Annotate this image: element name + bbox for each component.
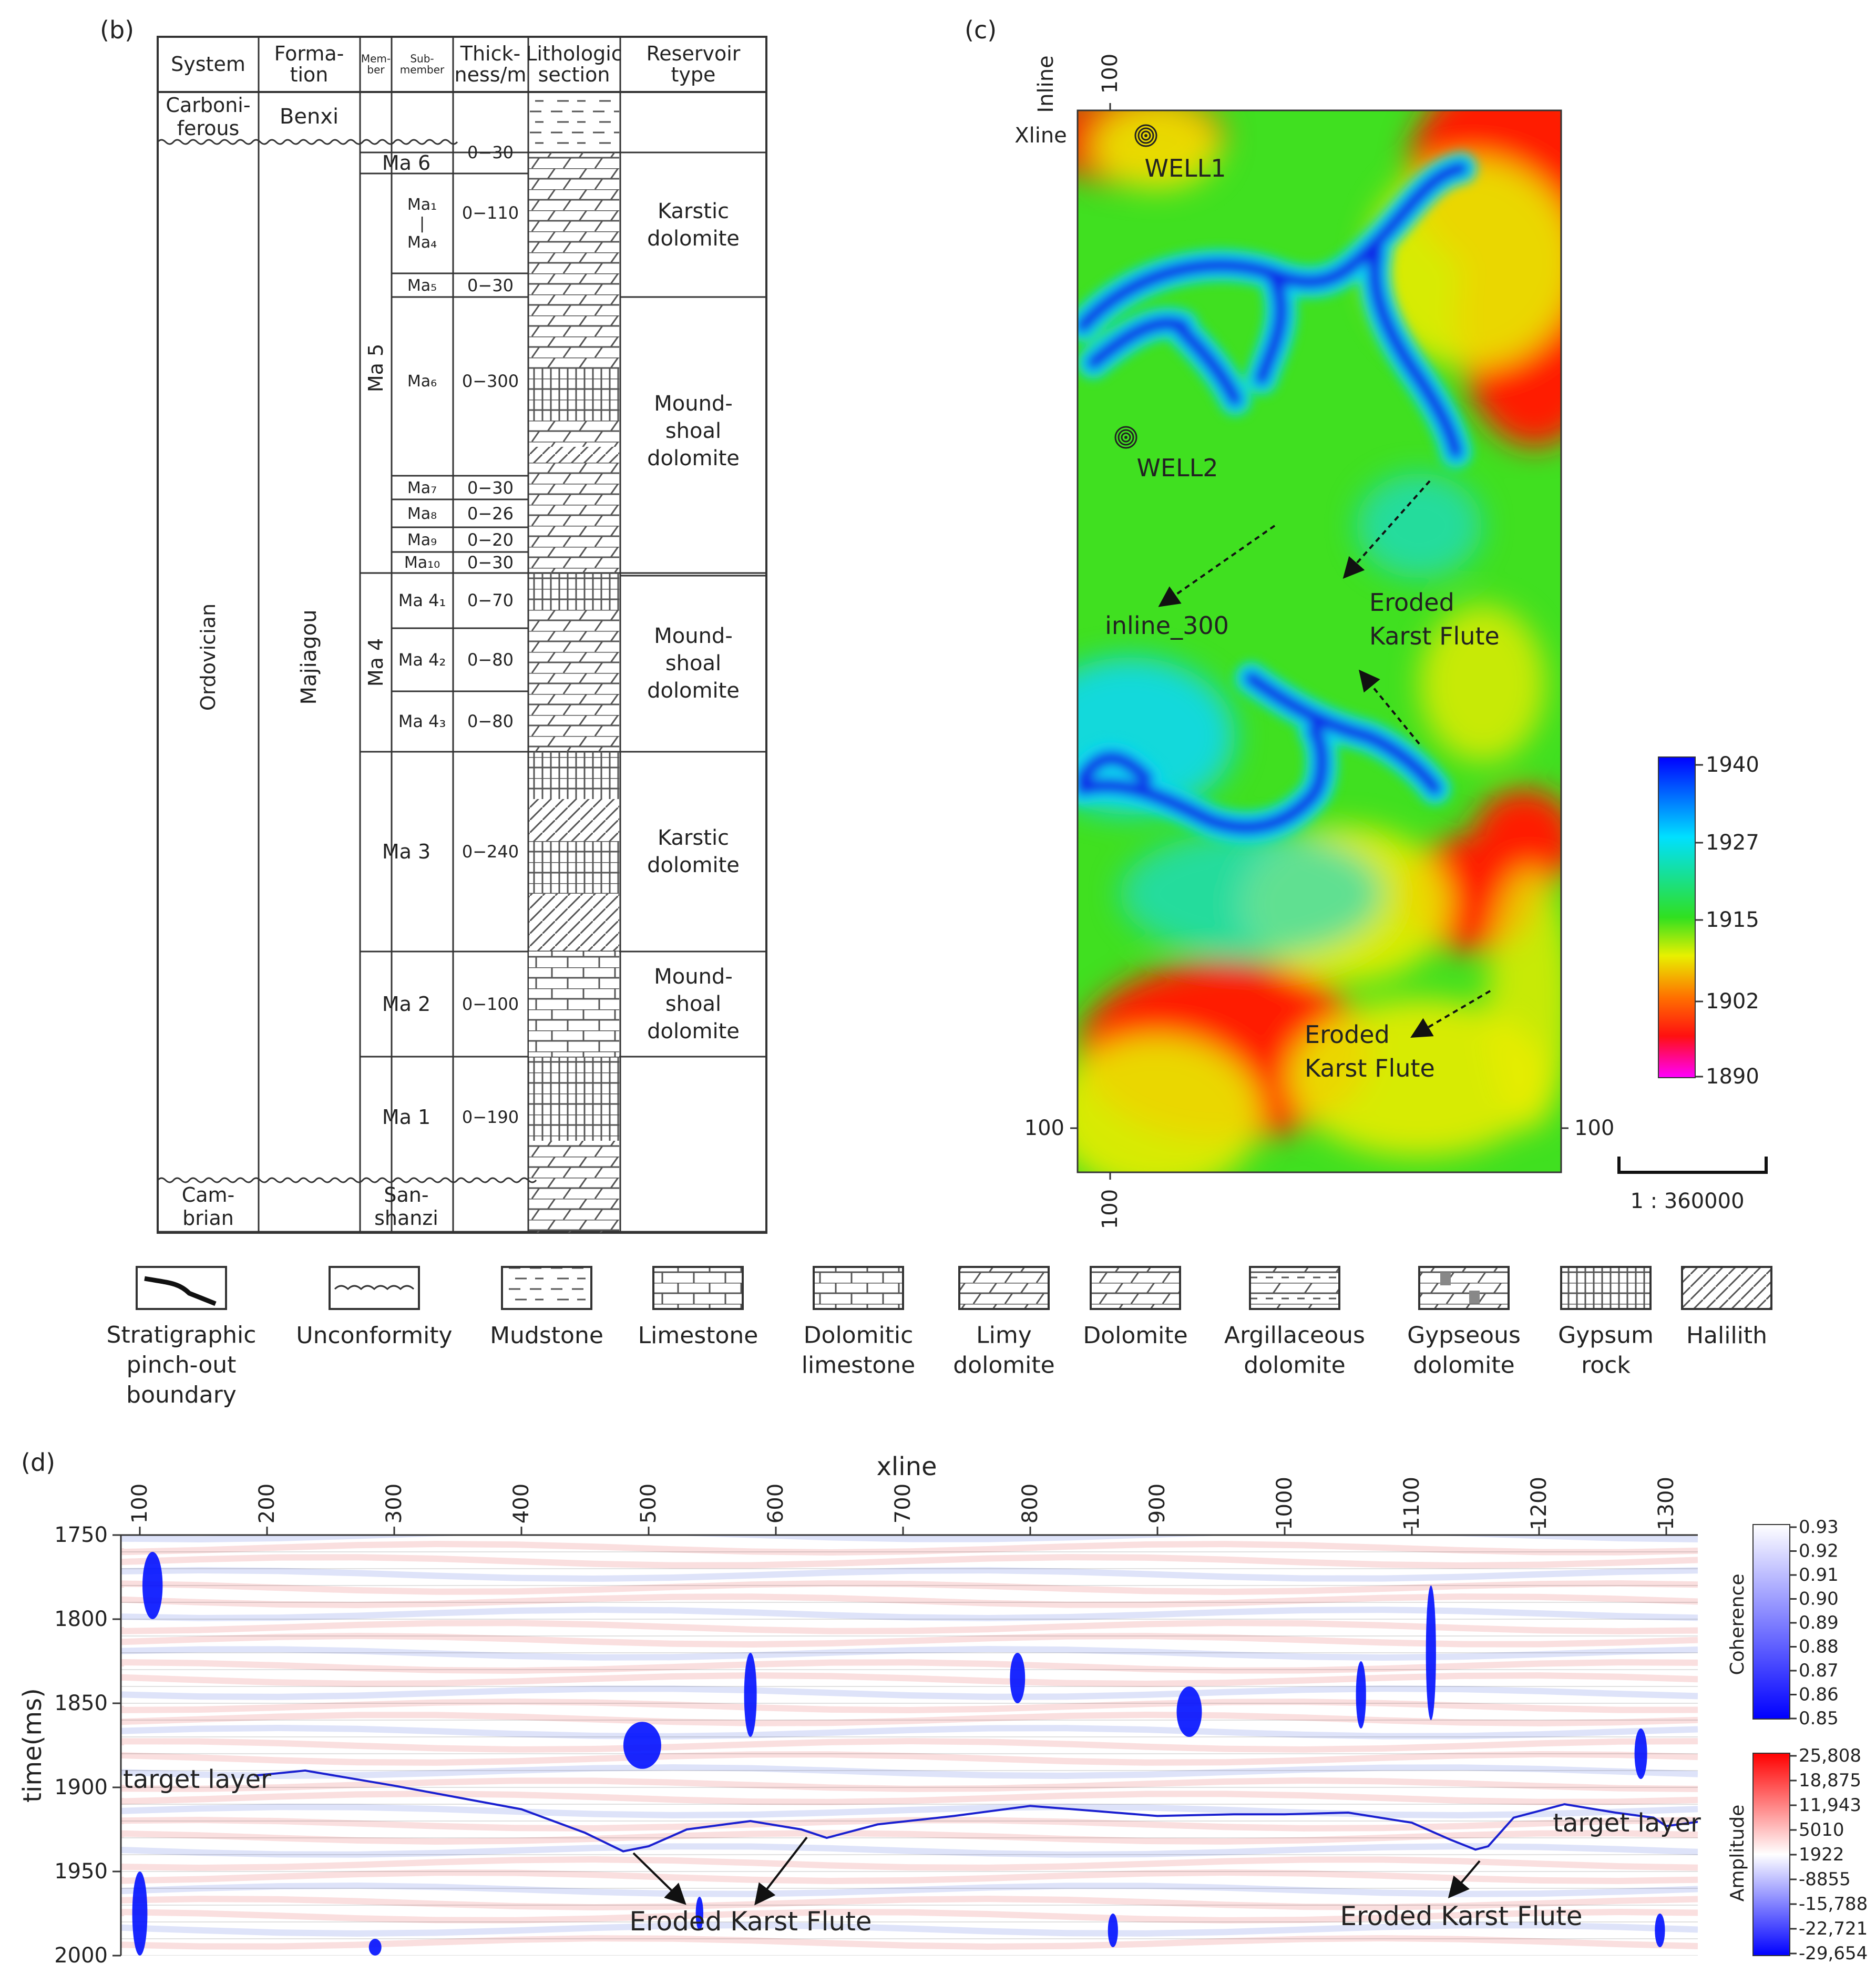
reservoir-type: Mound-shoal dolomite <box>647 392 740 471</box>
panel-label-c: (c) <box>965 16 997 44</box>
formation-sanshanzi: San-shanzi <box>374 1183 438 1230</box>
member-ma1: Ma 1 <box>382 1106 430 1129</box>
lithology-fill <box>529 1141 619 1180</box>
system-ordovician: Ordovician <box>197 604 220 711</box>
system-cambrian: Cam-brian <box>182 1183 235 1230</box>
reservoir-type: Mound-shoal dolomite <box>647 624 740 703</box>
thickness-value: 0−240 <box>462 842 519 862</box>
submember: Ma 4₂ <box>398 650 446 670</box>
thickness-value: 0−30 <box>467 275 514 295</box>
submember: Ma₉ <box>407 531 437 549</box>
reservoir-type: Karstic dolomite <box>647 826 740 877</box>
thickness-value: 0−30 <box>467 142 514 162</box>
panel-label-d: (d) <box>21 1448 56 1477</box>
strat-header: Reservoir type <box>647 42 741 86</box>
lithology-fill <box>529 752 619 799</box>
member-ma4: Ma 4 <box>364 638 387 687</box>
thickness-value: 0−30 <box>467 553 514 572</box>
lithology-fill <box>529 463 619 573</box>
lithology-fill <box>529 142 619 152</box>
strat-header: Forma-tion <box>274 42 344 86</box>
thickness-value: 0−300 <box>462 371 519 391</box>
submember: Ma₅ <box>407 277 437 295</box>
lithology-fill <box>529 573 619 610</box>
lithology-fill <box>529 841 619 894</box>
thickness-value: 0−110 <box>462 203 519 223</box>
lithology-fill <box>529 1057 619 1141</box>
lithology-fill <box>529 92 619 142</box>
lithology-fill <box>529 1180 619 1233</box>
unconformity-top <box>157 139 458 145</box>
lithology-fill <box>529 799 619 841</box>
submember: Ma₁₀ <box>404 554 440 572</box>
strat-header: System <box>171 53 245 76</box>
submember: Ma₁ | Ma₄ <box>407 196 437 252</box>
lithology-fill <box>529 284 619 368</box>
lithology-fill <box>529 421 619 447</box>
member-ma6: Ma 6 <box>382 151 430 175</box>
member-ma3: Ma 3 <box>382 840 430 863</box>
strat-header: Thick-ness/m <box>455 42 527 86</box>
lithology-fill <box>529 610 619 752</box>
member-ma5: Ma 5 <box>364 344 387 392</box>
strat-header: Mem-ber <box>361 53 391 76</box>
lithology-fill <box>529 894 619 952</box>
reservoir-type: Karstic dolomite <box>647 199 740 251</box>
submember: Ma₆ <box>407 372 437 391</box>
unconformity-base <box>157 1177 537 1183</box>
submember: Ma 4₁ <box>398 590 446 610</box>
formation-benxi: Benxi <box>280 105 339 129</box>
thickness-value: 0−70 <box>467 590 514 610</box>
submember: Ma₈ <box>407 505 437 523</box>
submember: Ma₇ <box>407 479 437 497</box>
thickness-value: 0−30 <box>467 478 514 498</box>
submember: Ma 4₃ <box>398 711 446 731</box>
strat-header: Lithologic section <box>526 42 622 86</box>
formation-majiagou: Majiagou <box>297 610 321 705</box>
lithology-fill <box>529 952 619 1057</box>
panel-label-b: (b) <box>100 16 135 44</box>
lithology-fill <box>529 447 619 463</box>
thickness-value: 0−80 <box>467 650 514 670</box>
thickness-value: 0−190 <box>462 1107 519 1127</box>
thickness-value: 0−26 <box>467 504 514 524</box>
member-ma2: Ma 2 <box>382 993 430 1016</box>
strat-header: Sub-member <box>400 53 445 76</box>
system-carboniferous: Carboni-ferous <box>166 94 250 140</box>
lithology-fill <box>529 368 619 421</box>
thickness-value: 0−80 <box>467 711 514 731</box>
thickness-value: 0−100 <box>462 994 519 1014</box>
lithology-fill <box>529 152 619 284</box>
reservoir-type: Mound-shoal dolomite <box>647 965 740 1044</box>
thickness-value: 0−20 <box>467 530 514 550</box>
